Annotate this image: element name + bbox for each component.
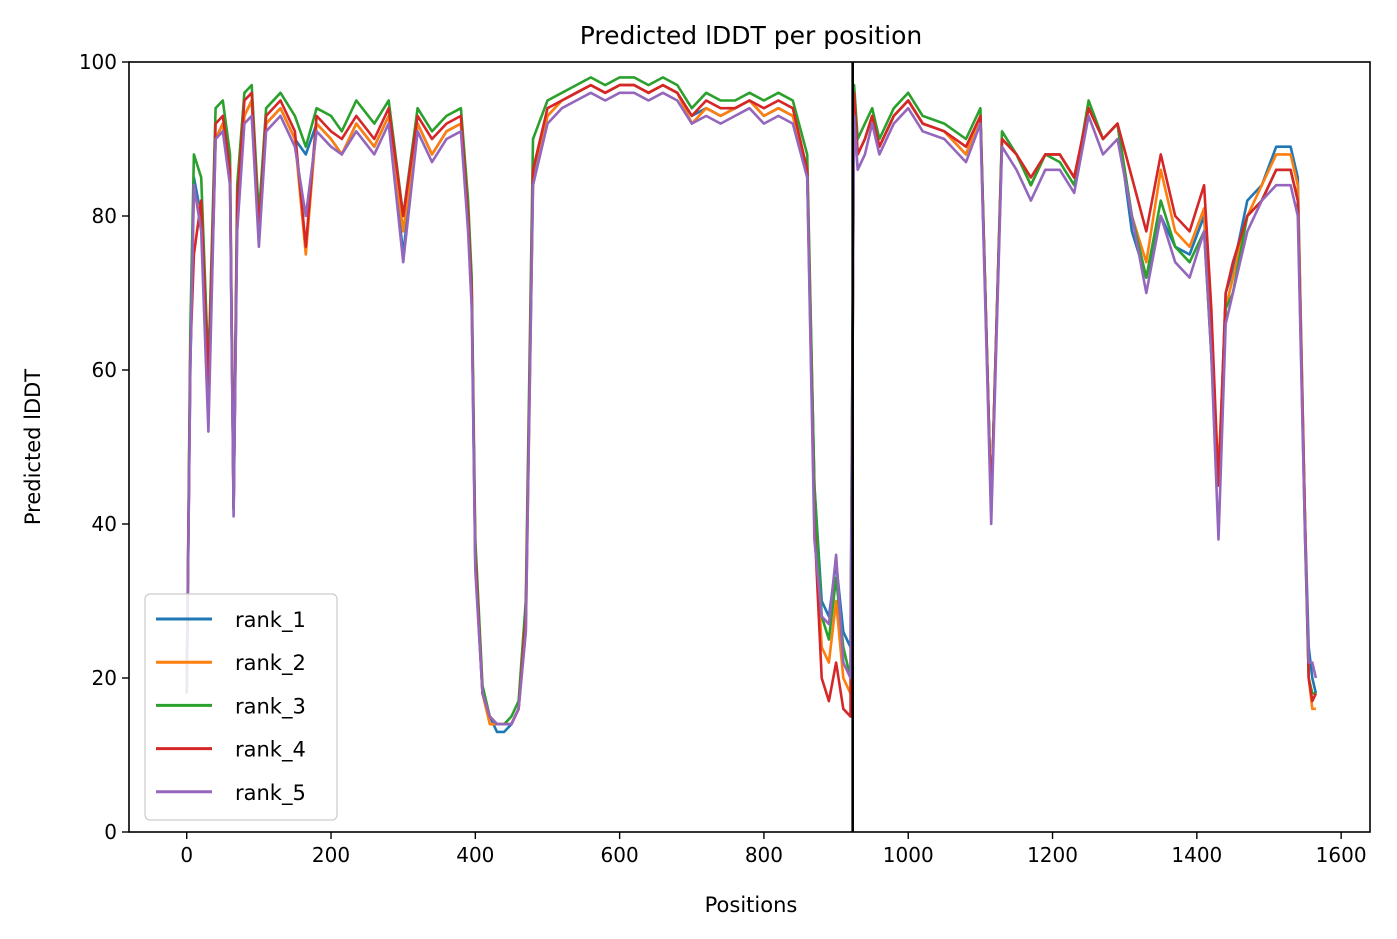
y-axis: 0 20 40 60 80 100 (79, 50, 129, 844)
y-tick-label: 0 (104, 820, 117, 844)
legend-label-rank_4: rank_4 (235, 738, 306, 763)
x-tick-label: 1000 (883, 843, 934, 867)
x-tick-label: 800 (745, 843, 783, 867)
legend-label-rank_3: rank_3 (235, 694, 306, 719)
y-tick-label: 100 (79, 50, 117, 74)
x-tick-label: 200 (312, 843, 350, 867)
x-axis: 0 200 400 600 800 1000 1200 1400 1600 (180, 832, 1367, 867)
y-axis-title: Predicted lDDT (21, 369, 45, 525)
y-tick-label: 80 (92, 204, 117, 228)
legend-label-rank_5: rank_5 (235, 781, 306, 806)
legend-label-rank_2: rank_2 (235, 651, 306, 676)
y-tick-label: 40 (92, 512, 117, 536)
series-line-rank_3 (185, 76, 1316, 726)
x-axis-title: Positions (705, 893, 798, 917)
plot-frame (128, 61, 1371, 833)
legend-box (144, 593, 338, 821)
series-lines (185, 76, 1318, 734)
chart-title: Predicted lDDT per position (580, 21, 922, 50)
y-tick-label: 20 (92, 666, 117, 690)
series-line-rank_2 (185, 83, 1316, 726)
legend: rank_1 rank_2 rank_3 rank_4 rank_5 (144, 593, 338, 821)
x-tick-label: 1200 (1027, 843, 1078, 867)
series-line-rank_4 (185, 83, 1318, 726)
x-tick-label: 1400 (1171, 843, 1222, 867)
y-tick-label: 60 (92, 358, 117, 382)
x-tick-label: 0 (180, 843, 193, 867)
x-tick-label: 1600 (1316, 843, 1367, 867)
x-tick-label: 600 (601, 843, 639, 867)
series-line-rank_5 (185, 91, 1318, 726)
legend-label-rank_1: rank_1 (235, 608, 306, 633)
x-tick-label: 400 (456, 843, 494, 867)
